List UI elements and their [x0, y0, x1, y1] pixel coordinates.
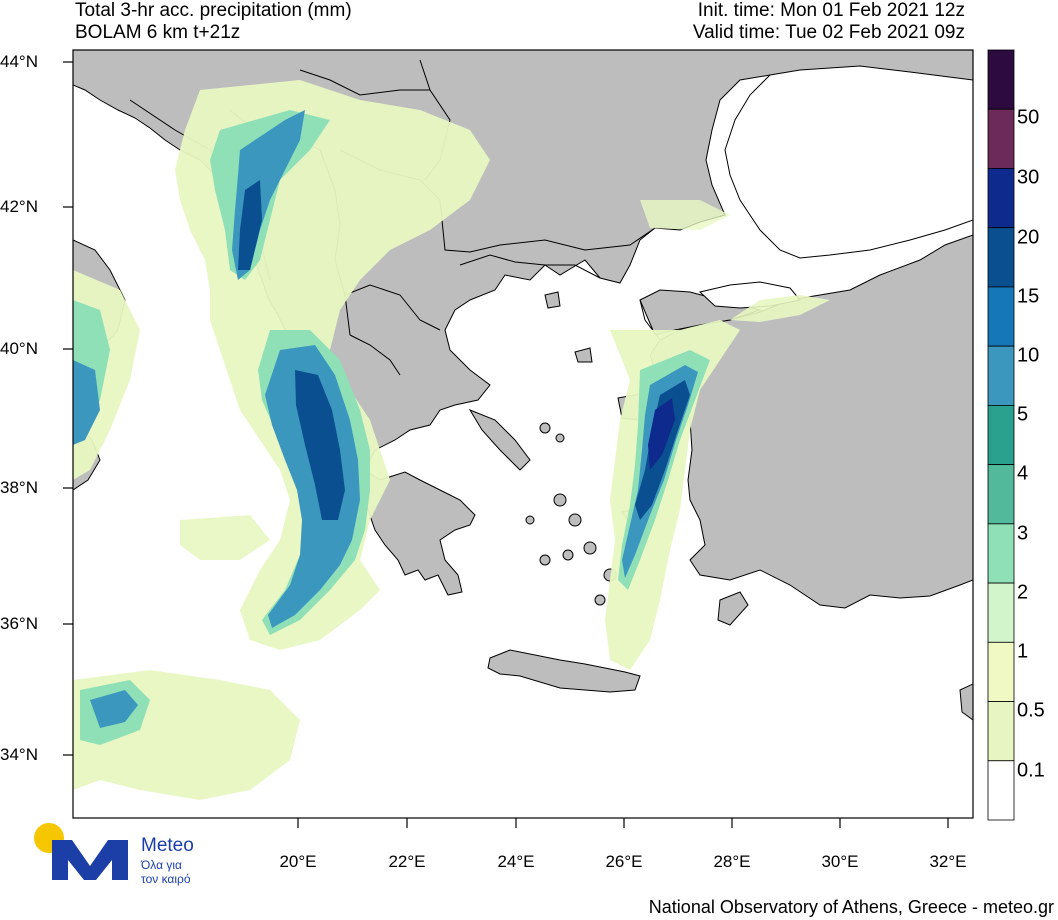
precip-intense — [238, 180, 690, 520]
colorbar-swatch — [987, 760, 1015, 821]
init-time-label: Init. time: Mon 01 Feb 2021 12z — [697, 0, 965, 21]
lat-label-36: 36°N — [0, 614, 38, 633]
colorbar-label-0-5: 0.5 — [1017, 699, 1045, 722]
thasos-island — [544, 291, 561, 309]
colorbar-swatch — [987, 464, 1015, 525]
colorbar-label-5: 5 — [1017, 403, 1029, 426]
valid-time-label: Valid time: Tue 02 Feb 2021 09z — [692, 22, 965, 43]
colorbar-swatch — [987, 227, 1015, 288]
colorbar-label-10: 10 — [1017, 344, 1040, 367]
limnos-island — [574, 347, 593, 363]
colorbar-swatch — [987, 168, 1015, 229]
logo-tagline-line1: Όλα για — [141, 858, 182, 872]
colorbar-label-20: 20 — [1017, 226, 1040, 249]
lon-label-26: 26°E — [605, 852, 643, 871]
lon-label-22: 22°E — [388, 852, 426, 871]
lat-label-40: 40°N — [0, 339, 38, 358]
colorbar-label-15: 15 — [1017, 285, 1040, 308]
map-frame — [72, 49, 974, 819]
lat-label-34: 34°N — [0, 745, 38, 764]
lat-label-42: 42°N — [0, 197, 38, 216]
cyprus-land — [959, 683, 973, 721]
colorbar-label-1: 1 — [1017, 640, 1029, 663]
logo-tagline-line2: τον καιρό — [141, 872, 191, 886]
colorbar-swatch — [987, 582, 1015, 643]
black-sea — [724, 65, 973, 259]
colorbar-label-4: 4 — [1017, 462, 1029, 485]
axis-ticks — [63, 61, 949, 828]
logo-name: Meteo — [141, 835, 194, 856]
evia-island — [468, 408, 531, 471]
colorbar-swatch — [987, 49, 1015, 110]
colorbar-label-50: 50 — [1017, 106, 1040, 129]
map-title: Total 3-hr acc. precipitation (mm) — [75, 0, 352, 21]
colorbar-swatch — [987, 404, 1015, 466]
lat-label-38: 38°N — [0, 478, 38, 497]
colorbar-swatch — [987, 701, 1015, 762]
model-run-label: BOLAM 6 km t+21z — [75, 22, 241, 43]
colorbar-swatch — [987, 286, 1015, 347]
colorbar-swatch — [987, 345, 1015, 406]
lon-label-32: 32°E — [929, 852, 967, 871]
meteo-m-logo-icon — [34, 823, 128, 880]
lon-label-28: 28°E — [713, 852, 751, 871]
colorbar-label-0-1: 0.1 — [1017, 759, 1045, 782]
footer-credit: National Observatory of Athens, Greece -… — [648, 897, 1054, 917]
colorbar-label-2: 2 — [1017, 581, 1029, 604]
lon-label-30: 30°E — [821, 852, 859, 871]
rhodes-island — [717, 591, 749, 626]
colorbar-swatch — [987, 523, 1015, 584]
colorbar — [987, 49, 1015, 821]
colorbar-label-3: 3 — [1017, 522, 1029, 545]
colorbar-swatch — [987, 108, 1015, 169]
lat-label-44: 44°N — [0, 52, 38, 71]
lon-label-24: 24°E — [497, 852, 535, 871]
lon-label-20: 20°E — [279, 852, 317, 871]
logo-tagline: Όλα για τον καιρό — [141, 858, 191, 886]
colorbar-label-30: 30 — [1017, 166, 1040, 189]
colorbar-swatch — [987, 641, 1015, 702]
crete-island — [487, 649, 641, 693]
